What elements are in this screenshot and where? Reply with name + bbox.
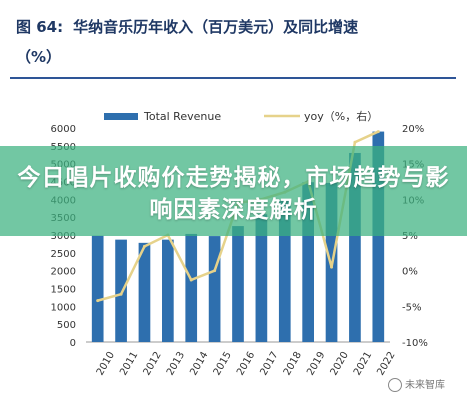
figure-title: 图 64: 华纳音乐历年收入（百万美元）及同比增速 （%）	[16, 12, 456, 72]
x-tick-label: 2020	[329, 350, 351, 378]
revenue-bar	[232, 226, 244, 342]
y-left-tick-label: 2000	[51, 267, 76, 278]
revenue-bar	[162, 239, 174, 342]
watermark-logo-icon	[388, 378, 402, 392]
yoy-point	[119, 292, 123, 296]
y-right-tick-label: -5%	[402, 302, 421, 313]
title-divider	[10, 77, 456, 79]
x-tick-label: 2019	[305, 350, 327, 378]
y-left-tick-label: 0	[70, 338, 76, 349]
revenue-bar	[138, 242, 151, 342]
y-right-tick-label: -10%	[402, 338, 428, 349]
figure-label: 图 64:	[16, 18, 64, 36]
overlay-banner: 今日唱片收购价走势揭秘，市场趋势与影响因素深度解析	[0, 146, 467, 236]
y-left-tick-label: 6000	[51, 124, 76, 135]
y-right-tick-label: 5%	[402, 231, 418, 242]
watermark: 未来智库	[388, 376, 464, 396]
yoy-point	[353, 140, 357, 144]
y-left-tick-label: 500	[57, 320, 76, 331]
y-left-tick-label: 1500	[51, 285, 76, 296]
y-right-tick-label: 20%	[402, 124, 424, 135]
yoy-point	[189, 278, 193, 282]
legend-label-revenue: Total Revenue	[143, 110, 221, 123]
revenue-bar	[208, 236, 221, 342]
x-tick-label: 2011	[118, 350, 140, 378]
x-tick-label: 2022	[375, 350, 397, 378]
revenue-bar	[185, 233, 198, 342]
yoy-point	[213, 269, 217, 273]
y-left-tick-label: 3000	[51, 231, 76, 242]
y-left-tick-label: 2500	[51, 249, 76, 260]
revenue-bar	[302, 182, 314, 342]
x-tick-label: 2012	[142, 350, 164, 378]
revenue-bar	[372, 131, 385, 342]
watermark-text: 未来智库	[405, 380, 445, 391]
x-tick-label: 2013	[165, 350, 187, 378]
banner-headline: 今日唱片收购价走势揭秘，市场趋势与影响因素深度解析	[17, 165, 450, 223]
x-tick-label: 2018	[282, 350, 304, 378]
figure-title-line1: 华纳音乐历年收入（百万美元）及同比增速	[73, 18, 359, 36]
y-right-tick-label: 0%	[402, 267, 418, 278]
yoy-point	[96, 299, 100, 303]
x-tick-label: 2021	[352, 350, 374, 378]
yoy-point	[142, 244, 146, 248]
revenue-bar	[278, 200, 291, 342]
x-tick-label: 2010	[95, 350, 117, 378]
x-tick-label: 2016	[235, 350, 257, 378]
revenue-bar	[349, 152, 361, 342]
x-tick-label: 2015	[212, 350, 234, 378]
revenue-bar	[91, 235, 104, 342]
x-tick-label: 2017	[258, 350, 280, 378]
revenue-bar	[255, 214, 268, 342]
figure-title-line2: （%）	[16, 48, 62, 66]
x-tick-label: 2014	[188, 350, 210, 378]
legend-bar-swatch	[104, 113, 138, 120]
legend-label-yoy: yoy（%，右）	[304, 109, 378, 123]
y-left-tick-label: 1000	[51, 302, 76, 313]
revenue-bar	[115, 239, 127, 342]
yoy-point	[376, 130, 380, 134]
yoy-point	[330, 265, 334, 269]
